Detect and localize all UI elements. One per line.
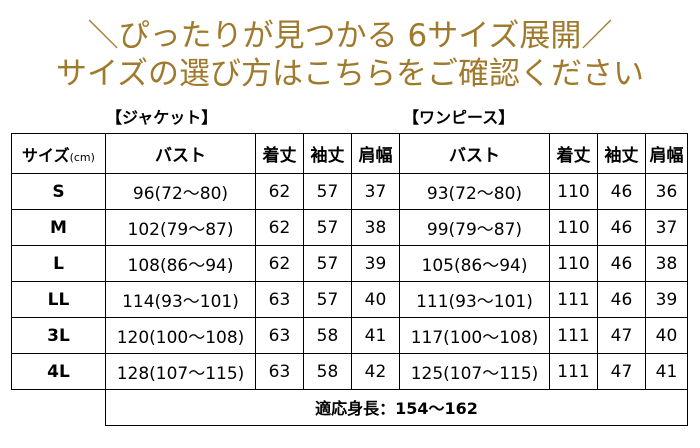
header-onepiece-length: 着丈 [549, 133, 598, 174]
size-cell: 3L [11, 317, 106, 354]
table-row: L 108(86～94) 62 57 39 105(86～94) 110 46 38 [11, 245, 688, 282]
header-jacket-length: 着丈 [255, 133, 304, 174]
onepiece-bust-cell: 99(79～87) [399, 209, 550, 246]
onepiece-sleeve-cell: 47 [597, 353, 646, 390]
header-onepiece-bust: バスト [399, 133, 550, 174]
onepiece-bust-cell: 93(72～80) [399, 173, 550, 210]
section-label-onepiece: 【ワンピース】 [403, 108, 515, 127]
onepiece-bust-cell: 105(86～94) [399, 245, 550, 282]
header-onepiece-sleeve: 袖丈 [597, 133, 646, 174]
onepiece-sleeve-cell: 46 [597, 173, 646, 210]
onepiece-sleeve-cell: 46 [597, 209, 646, 246]
table-header-row: サイズ(cm) バスト 着丈 袖丈 肩幅 バスト 着丈 袖丈 肩幅 [11, 133, 688, 174]
jacket-shoulder-cell: 40 [351, 281, 400, 318]
onepiece-sleeve-cell: 47 [597, 317, 646, 354]
jacket-bust-cell: 102(79～87) [105, 209, 256, 246]
jacket-length-cell: 63 [255, 353, 304, 390]
jacket-sleeve-cell: 58 [303, 317, 352, 354]
header-size-unit: (cm) [69, 150, 95, 164]
jacket-shoulder-cell: 38 [351, 209, 400, 246]
onepiece-length-cell: 111 [549, 317, 598, 354]
header-size-label: サイズ [22, 145, 70, 165]
table-row: LL 114(93～101) 63 57 40 111(93～101) 111 46 39 [11, 281, 688, 318]
section-label-jacket: 【ジャケット】 [106, 108, 218, 127]
size-cell: LL [11, 281, 106, 318]
headline-line-2: サイズの選び方はこちらをご確認ください [55, 56, 645, 92]
applicable-height-note: 適応身長：154～162 [105, 389, 688, 426]
onepiece-length-cell: 111 [549, 353, 598, 390]
header-jacket-shoulder: 肩幅 [351, 133, 400, 174]
jacket-shoulder-cell: 39 [351, 245, 400, 282]
footer-blank [12, 390, 106, 426]
jacket-sleeve-cell: 57 [303, 245, 352, 282]
table-row: 4L 128(107～115) 63 58 42 125(107～115) 111 47 41 [11, 353, 688, 390]
onepiece-length-cell: 110 [549, 173, 598, 210]
onepiece-shoulder-cell: 40 [645, 317, 688, 354]
jacket-length-cell: 63 [255, 281, 304, 318]
onepiece-bust-cell: 111(93～101) [399, 281, 550, 318]
footer-row: 適応身長：154～162 [12, 389, 688, 426]
jacket-shoulder-cell: 37 [351, 173, 400, 210]
headline-line-1: ＼ぴったりが見つかる 6サイズ展開／ [87, 18, 613, 54]
size-cell: M [11, 209, 106, 246]
size-cell: 4L [11, 353, 106, 390]
onepiece-length-cell: 111 [549, 281, 598, 318]
size-cell: S [11, 173, 106, 210]
jacket-bust-cell: 120(100～108) [105, 317, 256, 354]
jacket-shoulder-cell: 42 [351, 353, 400, 390]
onepiece-shoulder-cell: 36 [645, 173, 688, 210]
onepiece-shoulder-cell: 37 [645, 209, 688, 246]
jacket-sleeve-cell: 58 [303, 353, 352, 390]
onepiece-sleeve-cell: 46 [597, 245, 646, 282]
header-jacket-sleeve: 袖丈 [303, 133, 352, 174]
jacket-length-cell: 62 [255, 209, 304, 246]
jacket-length-cell: 62 [255, 173, 304, 210]
jacket-bust-cell: 114(93～101) [105, 281, 256, 318]
onepiece-shoulder-cell: 39 [645, 281, 688, 318]
onepiece-sleeve-cell: 46 [597, 281, 646, 318]
onepiece-bust-cell: 117(100～108) [399, 317, 550, 354]
jacket-length-cell: 62 [255, 245, 304, 282]
jacket-shoulder-cell: 41 [351, 317, 400, 354]
size-cell: L [11, 245, 106, 282]
onepiece-shoulder-cell: 41 [645, 353, 688, 390]
onepiece-length-cell: 110 [549, 245, 598, 282]
jacket-length-cell: 63 [255, 317, 304, 354]
onepiece-length-cell: 110 [549, 209, 598, 246]
table-row: M 102(79～87) 62 57 38 99(79～87) 110 46 37 [11, 209, 688, 246]
header-jacket-bust: バスト [105, 133, 256, 174]
table-row: 3L 120(100～108) 63 58 41 117(100～108) 111 47 40 [11, 317, 688, 354]
jacket-sleeve-cell: 57 [303, 173, 352, 210]
size-table: サイズ(cm) バスト 着丈 袖丈 肩幅 バスト 着丈 袖丈 肩幅 S 96(72… [11, 133, 688, 426]
table-row: S 96(72～80) 62 57 37 93(72～80) 110 46 36 [11, 173, 688, 210]
onepiece-bust-cell: 125(107～115) [399, 353, 550, 390]
jacket-sleeve-cell: 57 [303, 209, 352, 246]
onepiece-shoulder-cell: 38 [645, 245, 688, 282]
jacket-bust-cell: 108(86～94) [105, 245, 256, 282]
header-onepiece-shoulder: 肩幅 [645, 133, 688, 174]
header-size: サイズ(cm) [11, 133, 106, 174]
jacket-bust-cell: 96(72～80) [105, 173, 256, 210]
jacket-bust-cell: 128(107～115) [105, 353, 256, 390]
jacket-sleeve-cell: 57 [303, 281, 352, 318]
